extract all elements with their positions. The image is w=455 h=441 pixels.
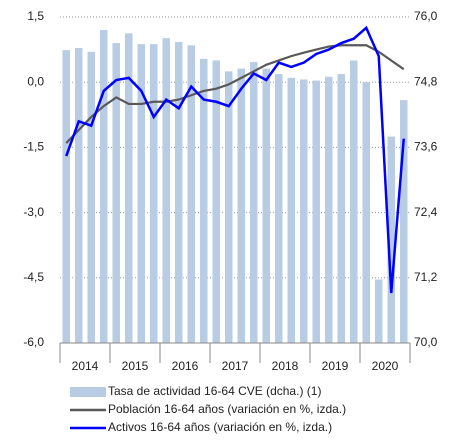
y2-tick-label: 73,6 xyxy=(414,140,438,154)
bar xyxy=(125,33,133,344)
x-tick-label: 2019 xyxy=(322,359,349,373)
bar xyxy=(150,44,158,344)
bar xyxy=(275,74,283,344)
y2-tick-label: 70,0 xyxy=(414,335,438,349)
y-tick-label: 0,0 xyxy=(27,74,44,88)
bar xyxy=(362,82,370,343)
line xyxy=(65,44,405,144)
bar xyxy=(312,80,320,343)
bar xyxy=(250,62,258,343)
y2-tick-label: 72,4 xyxy=(414,205,438,219)
bar xyxy=(337,74,345,344)
bar xyxy=(87,51,95,343)
bar xyxy=(350,60,358,343)
bar xyxy=(237,68,245,343)
legend-label: Población 16-64 años (variación en %, iz… xyxy=(108,402,346,416)
bar xyxy=(200,58,208,343)
bar xyxy=(100,30,108,343)
bar xyxy=(187,45,195,344)
legend-label: Tasa de actividad 16-64 CVE (dcha.) (1) xyxy=(108,384,321,398)
y2-tick-label: 71,2 xyxy=(414,270,438,284)
bar xyxy=(212,60,220,343)
bar xyxy=(400,100,408,343)
y-tick-label: -4,5 xyxy=(23,270,44,284)
y2-tick-label: 74,8 xyxy=(414,74,438,88)
x-tick-label: 2018 xyxy=(272,359,299,373)
x-tick-label: 2015 xyxy=(122,359,149,373)
bar xyxy=(387,136,395,343)
bar xyxy=(325,76,333,344)
legend-swatch xyxy=(70,387,106,397)
x-tick-label: 2014 xyxy=(72,359,99,373)
bar xyxy=(375,279,383,343)
x-tick-label: 2017 xyxy=(222,359,249,373)
bar xyxy=(62,50,70,343)
bar xyxy=(137,44,145,344)
bar xyxy=(300,79,308,343)
bar xyxy=(175,41,183,343)
bar xyxy=(75,47,83,343)
line xyxy=(65,25,405,294)
y-tick-label: -3,0 xyxy=(23,205,44,219)
y-tick-label: -6,0 xyxy=(23,335,44,349)
bar xyxy=(112,43,120,343)
x-tick-label: 2016 xyxy=(172,359,199,373)
y-tick-label: -1,5 xyxy=(23,140,44,154)
bar xyxy=(287,77,295,343)
x-tick-label: 2020 xyxy=(372,359,399,373)
y2-tick-label: 76,0 xyxy=(414,9,438,23)
bar xyxy=(262,68,270,343)
bar xyxy=(162,38,170,343)
bar xyxy=(225,71,233,343)
legend-label: Activos 16-64 años (variación en %, izda… xyxy=(108,420,332,434)
y-tick-label: 1,5 xyxy=(27,9,44,23)
